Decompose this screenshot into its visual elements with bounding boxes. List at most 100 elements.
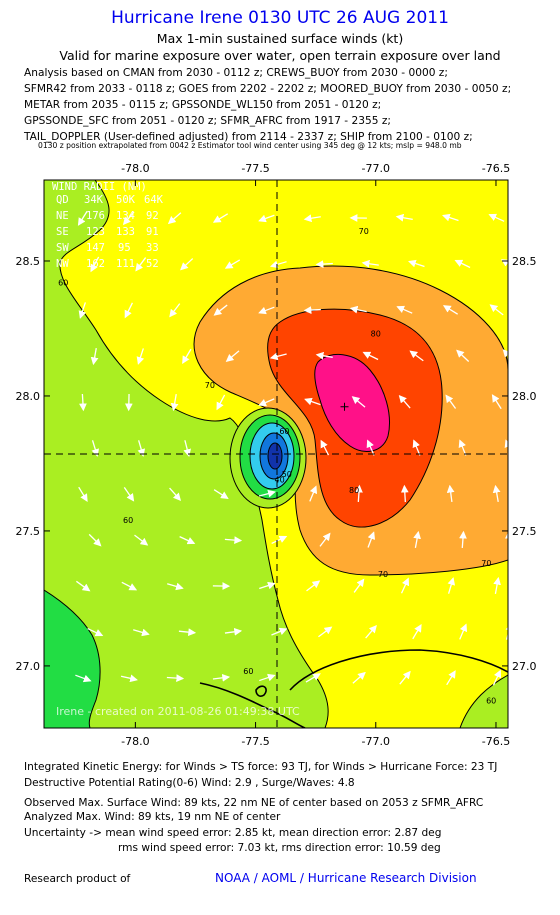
analysis-line-5: TAIL_DOPPLER (User-defined adjusted) fro…	[24, 131, 473, 143]
wind-vectors	[75, 210, 508, 686]
x-tick-label-top: -77.5	[241, 162, 269, 175]
wind-radii-cell: 33	[146, 242, 159, 254]
contour-label: 40	[275, 475, 285, 484]
analysis-line-3: METAR from 2035 - 0115 z; GPSSONDE_WL150…	[24, 99, 382, 111]
wind-vector-arrow	[492, 669, 502, 686]
wind-vector-arrow	[458, 439, 467, 456]
wind-vector-arrow	[259, 673, 276, 682]
coastline-south	[199, 682, 306, 728]
noaa-link[interactable]: NOAA / AOML / Hurricane Research Divisio…	[215, 871, 477, 885]
wind-vector-arrow	[442, 305, 459, 315]
wind-vector-arrow	[123, 487, 135, 502]
wind-vector-arrow	[409, 350, 424, 362]
wind-vector-arrow	[318, 626, 333, 638]
contour-label: 70	[378, 570, 388, 579]
wind-vector-arrow	[75, 674, 92, 683]
watermark: Irene - created on 2011-08-26 01:49:38 U…	[56, 705, 300, 718]
y-tick-label-right: 28.0	[512, 390, 537, 403]
wind-vector-arrow	[224, 536, 243, 545]
wind-vector-arrow	[90, 256, 100, 273]
wind-radii-cell: 147	[86, 242, 105, 254]
wind-vector-arrow	[413, 530, 421, 548]
wind-radii-cell: SW	[56, 242, 69, 254]
wind-vector-arrow	[412, 624, 422, 640]
wind-radii-title: WIND RADII (NM)	[52, 181, 147, 193]
wind-vector-arrow	[398, 394, 411, 409]
wind-vector-arrow	[459, 530, 467, 549]
wind-radii-cell: 92	[146, 210, 159, 222]
wind-radii-header: 50K	[116, 194, 136, 206]
wind-vector-arrow	[352, 671, 366, 684]
observed-max-text: Observed Max. Surface Wind: 89 kts, 22 n…	[24, 797, 484, 809]
wind-vector-arrow	[491, 394, 502, 410]
wind-vector-arrow	[309, 485, 318, 502]
wind-vector-arrow	[271, 535, 288, 545]
wind-vector-arrow	[212, 213, 229, 223]
wind-vector-arrow	[315, 260, 333, 268]
wind-vector-arrow	[216, 394, 226, 411]
research-label: Research product of	[24, 873, 131, 885]
x-tick-label-bottom: -78.0	[121, 735, 149, 748]
wind-vector-arrow	[349, 305, 367, 314]
wind-vector-arrow	[120, 674, 138, 683]
wind-radii-cell: 134	[116, 210, 135, 222]
wind-vector-arrow	[502, 349, 508, 358]
ike-text: Integrated Kinetic Energy: for Winds > T…	[24, 761, 498, 773]
x-tick-label-top: -78.0	[121, 162, 149, 175]
chart-title: Hurricane Irene 0130 UTC 26 AUG 2011	[111, 8, 449, 28]
wind-vector-arrow	[169, 303, 181, 318]
wind-vector-arrow	[505, 623, 508, 640]
wind-vector-arrow	[166, 674, 185, 682]
wind-vector-arrow	[353, 578, 365, 593]
coastline-island	[255, 685, 267, 697]
wind-radii-cell: 95	[118, 242, 131, 254]
y-tick-label-left: 28.0	[16, 390, 41, 403]
wind-vector-arrow	[396, 305, 413, 314]
wind-vector-arrow	[269, 352, 287, 361]
wind-vector-arrow	[305, 673, 321, 683]
wind-vector-arrow	[182, 348, 192, 365]
wind-vector-arrow	[178, 628, 197, 637]
max-wind-marker	[340, 402, 349, 411]
wind-vector-arrow	[269, 260, 287, 269]
wind-vector-arrow	[179, 536, 196, 545]
wind-vector-arrow	[77, 210, 88, 226]
wind-vector-arrow	[87, 627, 104, 637]
wind-radii-cell: SE	[56, 226, 69, 238]
wind-vector-arrow	[362, 351, 379, 361]
wind-radii-cell: 91	[146, 226, 159, 238]
wind-vector-arrow	[258, 214, 275, 223]
analysis-line-1: Analysis based on CMAN from 2030 - 0112 …	[24, 67, 448, 79]
chart-subtitle-exposure: Valid for marine exposure over water, op…	[59, 48, 501, 63]
wind-vector-arrow	[258, 306, 275, 315]
x-tick-label-top: -76.5	[482, 162, 510, 175]
y-tick-label-left: 27.5	[16, 525, 41, 538]
wind-vector-arrow	[399, 670, 411, 685]
wind-vector-arrow	[303, 306, 321, 314]
contour-line-60kt-south	[289, 649, 508, 691]
wind-vector-arrow	[320, 439, 330, 456]
wind-vector-arrow	[75, 580, 91, 592]
wind-vector-arrow	[271, 627, 288, 636]
wind-radii-cell: NE	[56, 210, 69, 222]
contour-label: 70	[481, 559, 491, 568]
wind-vector-arrow	[454, 259, 471, 269]
wind-radii-cell: 176	[86, 210, 105, 222]
wind-radii-cell: 133	[116, 226, 135, 238]
wind-radii-header: QD	[56, 194, 69, 206]
wind-vector-arrow	[400, 484, 409, 503]
wind-vector-arrow	[445, 394, 457, 409]
wind-vector-arrow	[400, 577, 410, 594]
wind-vector-arrow	[488, 213, 505, 222]
wind-radii-cell: 111	[116, 258, 135, 270]
wind-vector-arrow	[366, 439, 375, 456]
wind-vector-arrow	[258, 489, 276, 498]
wind-radii-header: 64K	[144, 194, 164, 206]
wind-radii-cell: 162	[86, 258, 105, 270]
wind-vector-arrow	[492, 484, 501, 502]
contour-label: 60	[279, 427, 289, 436]
wind-vector-arrow	[408, 259, 425, 268]
wind-vector-arrow	[493, 576, 501, 594]
